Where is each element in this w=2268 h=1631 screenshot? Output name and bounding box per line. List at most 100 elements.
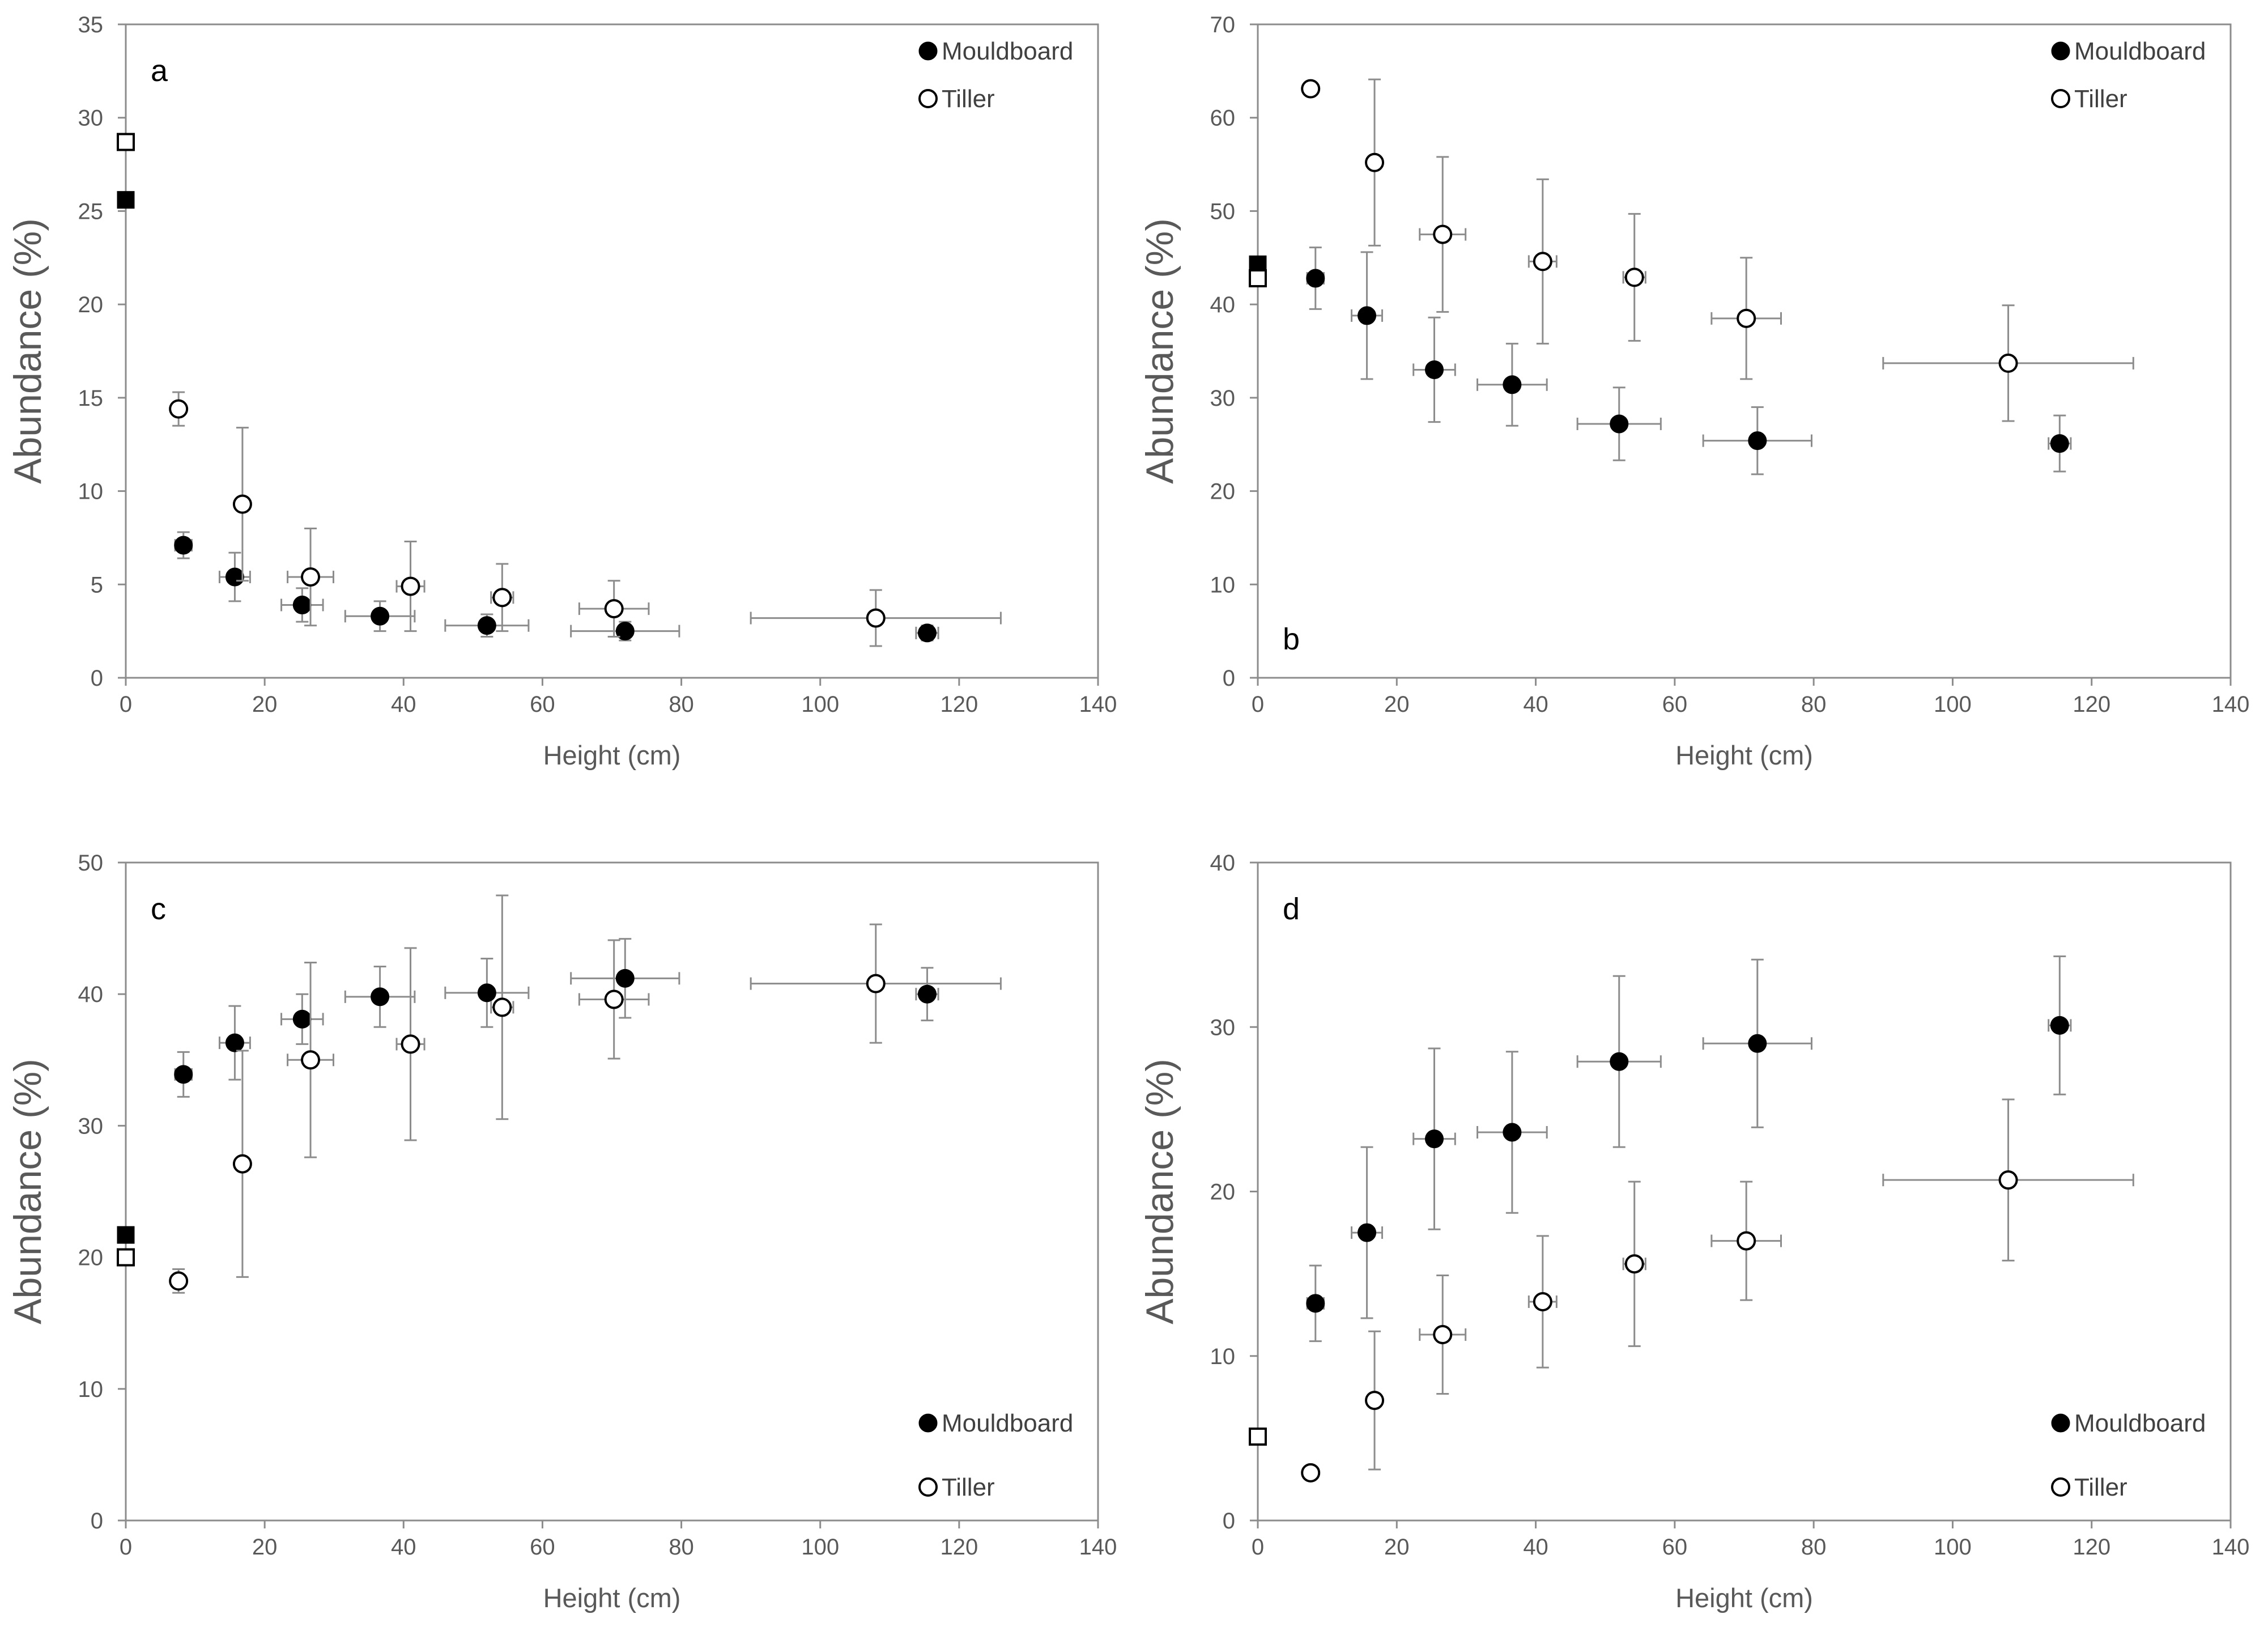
data-point-mouldboard <box>371 987 390 1006</box>
x-tick-label: 40 <box>391 692 416 717</box>
series-tiller-0-cm <box>117 1248 135 1267</box>
y-tick-label: 0 <box>1223 1509 1235 1534</box>
legend-label-mouldboard: Mouldboard <box>2074 37 2206 65</box>
data-point-mouldboard <box>1425 1129 1444 1149</box>
y-tick-label: 0 <box>91 1509 103 1534</box>
x-tick-label: 20 <box>252 1535 278 1560</box>
series-mouldboard-0-cm <box>117 191 135 209</box>
data-point-mouldboard-surface <box>117 191 135 209</box>
legend-label-tiller: Tiller <box>2074 85 2127 113</box>
data-point-tiller <box>1998 1170 2018 1190</box>
legend-label-tiller: Tiller <box>2074 1473 2127 1501</box>
data-point-tiller <box>604 989 624 1009</box>
legend-label-mouldboard: Mouldboard <box>2074 1409 2206 1437</box>
series-mouldboard <box>174 938 939 1098</box>
y-axis-title: Abundance (%) <box>1138 218 1181 484</box>
data-point-mouldboard <box>1358 1223 1377 1242</box>
data-point-mouldboard <box>1748 1034 1767 1053</box>
x-tick-label: 60 <box>530 1535 555 1560</box>
data-point-mouldboard <box>225 1033 244 1052</box>
data-point-mouldboard <box>477 983 496 1003</box>
legend-label-tiller: Tiller <box>942 85 995 113</box>
data-point-tiller <box>1433 224 1453 244</box>
legend-marker-tiller <box>918 89 938 108</box>
panel-label: c <box>151 892 166 926</box>
x-tick-label: 0 <box>120 1535 132 1560</box>
panel-c: 0 20 40 60 80 100 120 140 0 10 20 30 40 50 Height (cm)… <box>6 851 1117 1613</box>
y-tick-label: 0 <box>91 666 103 691</box>
x-tick-label: 80 <box>669 692 694 717</box>
data-point-tiller-surface <box>117 133 135 151</box>
x-tick-label: 40 <box>1523 1535 1548 1560</box>
y-tick-label: 5 <box>91 572 103 597</box>
y-axis-title: Abundance (%) <box>1138 1059 1181 1324</box>
x-tick-label: 0 <box>1252 692 1264 717</box>
y-axis-title: Abundance (%) <box>6 1059 49 1324</box>
y-axis-title: Abundance (%) <box>6 218 49 484</box>
data-point-tiller <box>1737 308 1756 328</box>
data-point-tiller <box>1365 152 1385 172</box>
data-point-mouldboard <box>2050 1016 2069 1035</box>
legend-marker-mouldboard <box>918 1413 938 1433</box>
series-mouldboard <box>1306 955 2072 1343</box>
series-tiller <box>1301 78 2134 422</box>
x-tick-label: 140 <box>2212 692 2250 717</box>
legend-label-mouldboard: Mouldboard <box>942 1409 1073 1437</box>
series-tiller-0-cm <box>1249 1427 1267 1446</box>
data-point-tiller-surface <box>117 1248 135 1267</box>
plot-frame <box>125 23 1099 679</box>
panel-d: 0 20 40 60 80 100 120 140 0 10 20 30 40 Height (cm) Ab… <box>1138 851 2249 1613</box>
data-point-mouldboard <box>917 623 937 643</box>
panel-b: 0 20 40 60 80 100 120 140 0 10 20 30 40 50 60 70 Height … <box>1138 12 2249 770</box>
y-tick-label: 30 <box>78 1114 104 1139</box>
x-tick-label: 40 <box>1523 692 1548 717</box>
data-point-mouldboard <box>1358 306 1377 325</box>
y-tick-label: 20 <box>1210 1180 1236 1205</box>
data-point-mouldboard <box>1425 360 1444 379</box>
legend: Mouldboard Tiller <box>918 37 1073 113</box>
y-tick-label: 20 <box>1210 479 1236 504</box>
x-tick-label: 20 <box>252 692 278 717</box>
data-point-tiller <box>169 399 189 419</box>
legend-marker-tiller <box>2051 1477 2070 1497</box>
y-tick-label: 20 <box>78 292 104 317</box>
data-point-mouldboard-surface <box>117 1226 135 1244</box>
data-point-tiller <box>1737 1231 1756 1251</box>
data-point-mouldboard <box>292 596 312 615</box>
y-tick-label: 10 <box>1210 1344 1236 1369</box>
data-point-tiller <box>1624 1254 1644 1274</box>
data-point-tiller <box>1433 1325 1453 1345</box>
x-tick-label: 120 <box>2073 692 2110 717</box>
y-tick-label: 10 <box>78 479 104 504</box>
x-tick-label: 140 <box>1079 1535 1117 1560</box>
legend-label-tiller: Tiller <box>942 1473 995 1501</box>
x-tick-label: 60 <box>1662 1535 1688 1560</box>
data-point-tiller <box>401 576 420 596</box>
x-tick-label: 140 <box>2212 1535 2250 1560</box>
y-tick-label: 20 <box>78 1246 104 1271</box>
data-point-mouldboard <box>615 622 635 641</box>
data-point-tiller-surface <box>1249 1427 1267 1446</box>
legend-label-mouldboard: Mouldboard <box>942 37 1073 65</box>
data-point-mouldboard <box>917 984 937 1004</box>
y-tick-label: 25 <box>78 199 104 224</box>
data-point-mouldboard <box>1306 1294 1325 1313</box>
y-tick-label: 30 <box>78 106 104 131</box>
legend: Mouldboard Tiller <box>2051 37 2206 113</box>
data-point-mouldboard <box>1306 269 1325 288</box>
series-tiller-0-cm <box>1249 269 1267 288</box>
x-tick-label: 100 <box>1934 1535 1972 1560</box>
x-tick-label: 80 <box>1801 692 1827 717</box>
plot-frame <box>125 861 1099 1522</box>
x-tick-label: 80 <box>669 1535 694 1560</box>
x-axis-title: Height (cm) <box>1675 1583 1813 1613</box>
y-tick-label: 40 <box>1210 851 1236 876</box>
x-tick-label: 0 <box>1252 1535 1264 1560</box>
x-tick-label: 80 <box>1801 1535 1827 1560</box>
x-tick-label: 40 <box>391 1535 416 1560</box>
legend-marker-mouldboard <box>2051 41 2070 61</box>
x-tick-label: 100 <box>1934 692 1972 717</box>
legend-marker-mouldboard <box>918 41 938 61</box>
series-mouldboard <box>1306 247 2072 475</box>
